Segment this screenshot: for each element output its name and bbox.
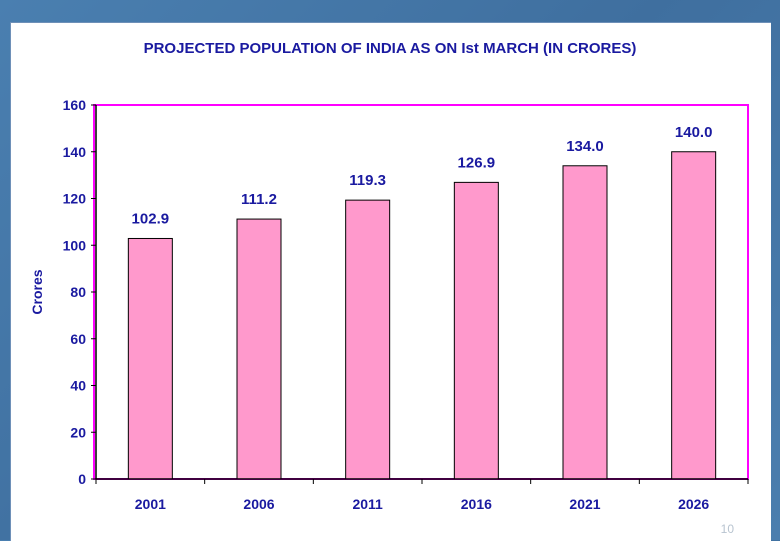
y-tick-label: 40 <box>70 378 86 394</box>
y-tick-label: 80 <box>70 284 86 300</box>
y-tick-label: 0 <box>78 471 86 487</box>
bar-2026 <box>671 151 717 480</box>
bar-2021 <box>562 165 608 480</box>
bar-2016 <box>453 181 499 480</box>
data-label-2001: 102.9 <box>132 210 170 227</box>
data-label-2021: 134.0 <box>566 138 604 155</box>
y-tick-label: 20 <box>70 424 86 440</box>
bars <box>127 151 717 480</box>
x-tick-label: 2021 <box>569 496 600 512</box>
data-label-2016: 126.9 <box>458 154 496 171</box>
y-axis-ticks: 0 20 40 60 80 100 120 140 160 <box>63 97 96 487</box>
data-label-2026: 140.0 <box>675 124 713 141</box>
plot-area-border <box>93 104 749 480</box>
x-tick-label: 2001 <box>135 496 166 512</box>
x-tick-label: 2016 <box>461 496 492 512</box>
bar-data-labels: 102.9 111.2 119.3 126.9 134.0 140.0 <box>132 124 713 228</box>
bar-2006 <box>236 218 282 480</box>
page-number: 10 <box>720 522 734 536</box>
data-label-2006: 111.2 <box>241 191 277 208</box>
bar-2001 <box>127 237 173 480</box>
x-tick-label: 2006 <box>243 496 274 512</box>
data-label-2011: 119.3 <box>349 172 386 189</box>
y-tick-label: 60 <box>70 331 86 347</box>
y-axis-label: Crores <box>29 269 45 314</box>
y-tick-label: 100 <box>63 237 87 253</box>
y-tick-label: 140 <box>63 144 87 160</box>
x-tick-label: 2011 <box>352 496 383 512</box>
y-tick-label: 120 <box>63 191 87 207</box>
x-tick-label: 2026 <box>678 496 709 512</box>
x-axis-ticks: 2001 2006 2011 2016 2021 2026 <box>95 479 749 512</box>
bar-2011 <box>345 199 391 480</box>
y-tick-label: 160 <box>63 97 87 113</box>
chart-title: PROJECTED POPULATION OF INDIA AS ON Ist … <box>144 40 637 57</box>
